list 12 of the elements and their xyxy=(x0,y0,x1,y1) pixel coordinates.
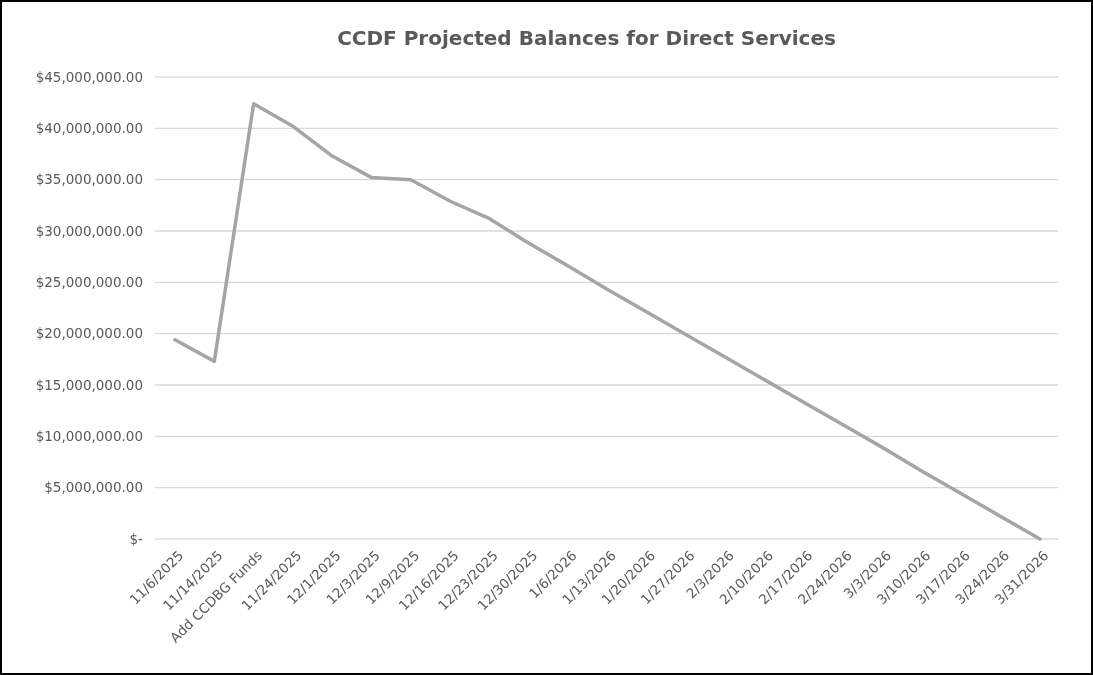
y-tick-label: $30,000,000.00 xyxy=(35,222,143,239)
y-tick-label: $5,000,000.00 xyxy=(44,479,143,496)
y-tick-label: $40,000,000.00 xyxy=(35,120,143,137)
y-tick-label: $35,000,000.00 xyxy=(35,171,143,188)
y-tick-label: $25,000,000.00 xyxy=(35,274,143,291)
y-tick-label: $20,000,000.00 xyxy=(35,325,143,342)
y-tick-label: $10,000,000.00 xyxy=(35,428,143,445)
y-tick-label: $45,000,000.00 xyxy=(35,68,143,85)
y-tick-label: $15,000,000.00 xyxy=(35,376,143,393)
line-series xyxy=(173,101,1042,541)
y-tick-label: $- xyxy=(129,530,144,547)
chart-title: CCDF Projected Balances for Direct Services xyxy=(337,26,836,50)
